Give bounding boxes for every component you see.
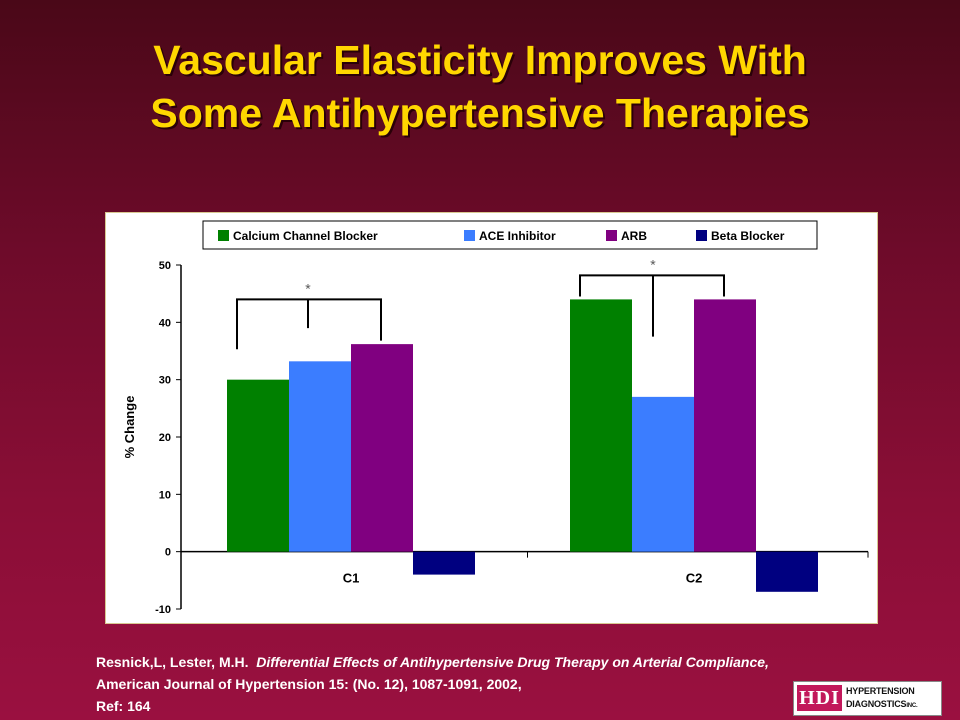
legend-box bbox=[202, 220, 818, 250]
citation: Resnick,L, Lester, M.H. Differential Eff… bbox=[96, 651, 786, 717]
chart-panel: Calcium Channel Blocker ACE Inhibitor ARB B… bbox=[105, 212, 878, 624]
legend-swatch-2 bbox=[606, 230, 617, 241]
logo-text: HYPERTENSION DIAGNOSTICSINC. bbox=[846, 685, 940, 713]
y-tick-label: 50 bbox=[159, 260, 171, 272]
bar-c2-series-1 bbox=[632, 396, 694, 552]
title-line-1: Vascular Elasticity Improves With bbox=[153, 37, 807, 83]
logo-line-1: HYPERTENSION bbox=[846, 686, 915, 696]
legend-label-1: ACE Inhibitor bbox=[479, 229, 556, 243]
slide-title: Vascular Elasticity Improves With Some A… bbox=[0, 34, 960, 140]
y-tick-label: 40 bbox=[159, 317, 171, 329]
legend-swatch-1 bbox=[464, 230, 475, 241]
y-tick-label: 10 bbox=[159, 489, 171, 501]
chart-annotations: ** bbox=[236, 256, 725, 350]
bar-c1-series-3 bbox=[413, 551, 475, 575]
chart-bars: C1 C2 bbox=[227, 299, 818, 592]
chart-legend: Calcium Channel Blocker ACE Inhibitor ARB B… bbox=[202, 220, 818, 250]
x-category-label-0: C1 bbox=[343, 571, 360, 586]
legend-label-2: ARB bbox=[621, 229, 647, 243]
legend-swatch-3 bbox=[696, 230, 707, 241]
citation-ref: Ref: 164 bbox=[96, 698, 151, 714]
bar-c1-series-0 bbox=[227, 379, 289, 552]
y-tick-label: 20 bbox=[159, 432, 171, 444]
logo-line-2-wrap: DIAGNOSTICSINC. bbox=[846, 698, 940, 713]
bar-c1-series-2 bbox=[351, 344, 413, 552]
y-tick-label: 30 bbox=[159, 375, 171, 387]
citation-authors: Resnick,L, Lester, M.H. bbox=[96, 654, 249, 670]
citation-journal: American Journal of Hypertension 15: (No… bbox=[96, 676, 522, 692]
logo-mark: HDI bbox=[797, 685, 842, 711]
legend-label-3: Beta Blocker bbox=[711, 229, 785, 243]
significance-star-0: * bbox=[305, 280, 311, 296]
y-axis-title: % Change bbox=[122, 396, 137, 459]
significance-bracket-1 bbox=[579, 274, 725, 337]
significance-bracket-0 bbox=[236, 298, 382, 350]
company-logo: HDI HYPERTENSION DIAGNOSTICSINC. bbox=[793, 681, 942, 716]
x-category-label-1: C2 bbox=[686, 571, 703, 586]
bar-chart: Calcium Channel Blocker ACE Inhibitor ARB B… bbox=[122, 220, 869, 616]
legend-swatch-0 bbox=[218, 230, 229, 241]
legend-label-0: Calcium Channel Blocker bbox=[233, 229, 378, 243]
logo-suffix: INC. bbox=[906, 703, 918, 709]
y-tick-label: -10 bbox=[155, 604, 171, 616]
y-tick-label: 0 bbox=[165, 547, 171, 559]
bar-c2-series-2 bbox=[694, 299, 756, 552]
bar-c2-series-0 bbox=[570, 299, 632, 552]
bar-c2-series-3 bbox=[756, 551, 818, 592]
logo-line-2: DIAGNOSTICS bbox=[846, 699, 907, 709]
significance-star-1: * bbox=[650, 256, 656, 272]
title-line-2: Some Antihypertensive Therapies bbox=[150, 90, 810, 136]
citation-title: Differential Effects of Antihypertensive… bbox=[256, 654, 769, 670]
bar-c1-series-1 bbox=[289, 361, 351, 552]
